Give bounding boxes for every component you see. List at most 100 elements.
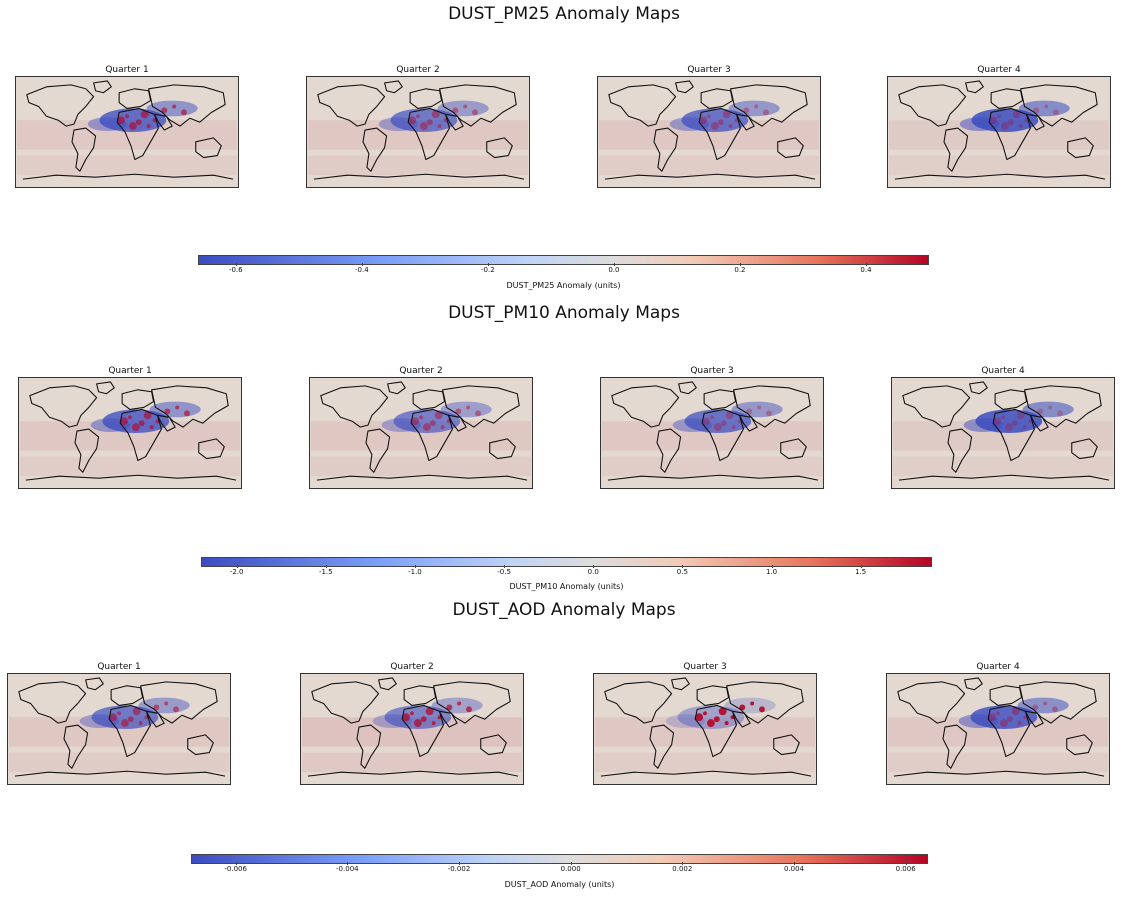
colorbar-tick-label: -0.004 bbox=[327, 862, 367, 874]
coastline bbox=[733, 385, 811, 428]
positive-anomaly-spot bbox=[175, 405, 180, 410]
ocean-anomaly-band bbox=[595, 717, 815, 747]
coastline bbox=[604, 173, 816, 180]
world-anomaly-map bbox=[593, 673, 817, 785]
coastline bbox=[1020, 84, 1098, 127]
coastline bbox=[656, 428, 682, 473]
positive-anomaly-spot bbox=[739, 704, 746, 711]
positive-anomaly-spot bbox=[181, 109, 187, 116]
coastline bbox=[777, 137, 804, 159]
positive-anomaly-spot bbox=[161, 107, 168, 114]
coastline bbox=[433, 681, 511, 724]
map-panel: Quarter 3 bbox=[593, 662, 817, 785]
world-anomaly-map bbox=[7, 673, 231, 785]
map-panel: Quarter 1 bbox=[18, 366, 242, 489]
map-background bbox=[889, 77, 1109, 187]
world-anomaly-map bbox=[600, 377, 824, 489]
coastline bbox=[1024, 710, 1044, 728]
positive-anomaly-spot bbox=[759, 706, 765, 713]
coastline bbox=[1019, 681, 1097, 724]
positive-anomaly-spot bbox=[1018, 124, 1023, 129]
map-panel: Quarter 3 bbox=[597, 65, 821, 188]
map-panel: Quarter 1 bbox=[15, 65, 239, 188]
map-background bbox=[17, 77, 237, 187]
positive-anomaly-spot bbox=[713, 423, 722, 432]
world-anomaly-map bbox=[597, 76, 821, 188]
map-background bbox=[308, 77, 528, 187]
positive-anomaly-spot bbox=[766, 410, 772, 417]
coastline bbox=[74, 428, 100, 473]
positive-anomaly-spot bbox=[695, 713, 704, 722]
world-anomaly-map bbox=[300, 673, 524, 785]
panel-title: Quarter 1 bbox=[108, 366, 152, 376]
chart-title-pm10: DUST_PM10 Anomaly Maps bbox=[448, 303, 680, 323]
coastline bbox=[378, 677, 397, 691]
positive-anomaly-spot bbox=[440, 425, 445, 430]
positive-anomaly-spot bbox=[1016, 411, 1025, 420]
positive-anomaly-spot bbox=[173, 706, 179, 713]
positive-anomaly-spot bbox=[164, 701, 169, 706]
positive-anomaly-spot bbox=[463, 104, 468, 109]
negative-anomaly-region bbox=[728, 100, 780, 117]
positive-anomaly-spot bbox=[140, 110, 149, 119]
coastline bbox=[63, 724, 89, 769]
ocean-anomaly-band bbox=[302, 752, 522, 773]
coastline bbox=[965, 80, 984, 94]
positive-anomaly-spot bbox=[425, 707, 434, 716]
map-panel: Quarter 2 bbox=[309, 366, 533, 489]
positive-anomaly-spot bbox=[1043, 701, 1048, 706]
colorbar-tick-label: 1.5 bbox=[841, 565, 881, 577]
colorbar-tick-label: 0.002 bbox=[662, 862, 702, 874]
ocean-anomaly-band bbox=[893, 456, 1113, 477]
coastline bbox=[387, 381, 406, 395]
positive-anomaly-spot bbox=[1000, 122, 1009, 131]
map-background bbox=[302, 674, 522, 784]
colorbar-tick-label: 0.004 bbox=[774, 862, 814, 874]
coastline bbox=[608, 84, 677, 127]
negative-anomaly-region bbox=[1018, 100, 1070, 117]
positive-anomaly-spot bbox=[707, 114, 711, 119]
ocean-anomaly-band bbox=[889, 155, 1109, 176]
coastline bbox=[403, 685, 437, 706]
positive-anomaly-spot bbox=[143, 411, 152, 420]
coastline bbox=[108, 704, 151, 758]
colorbar-gradient bbox=[191, 854, 928, 864]
panel-title: Quarter 3 bbox=[687, 65, 731, 75]
coastline bbox=[649, 724, 675, 769]
coastline bbox=[410, 408, 453, 462]
coastline bbox=[93, 80, 112, 94]
coastline bbox=[726, 681, 804, 724]
coastline bbox=[18, 681, 87, 724]
coastline bbox=[943, 127, 969, 172]
coastline bbox=[25, 474, 237, 481]
coastline bbox=[313, 173, 525, 180]
coastline bbox=[438, 710, 458, 728]
coastline bbox=[700, 88, 734, 109]
coastline bbox=[412, 389, 446, 410]
positive-anomaly-spot bbox=[728, 124, 733, 129]
coastline bbox=[1029, 414, 1049, 432]
positive-anomaly-spot bbox=[1012, 110, 1021, 119]
panel-title: Quarter 3 bbox=[690, 366, 734, 376]
positive-anomaly-spot bbox=[416, 114, 420, 119]
positive-anomaly-spot bbox=[411, 417, 420, 426]
positive-anomaly-spot bbox=[754, 104, 759, 109]
coastline bbox=[311, 681, 380, 724]
negative-anomaly-region bbox=[1022, 401, 1074, 418]
map-background bbox=[599, 77, 819, 187]
positive-anomaly-spot bbox=[437, 124, 442, 129]
coastline bbox=[356, 724, 382, 769]
positive-anomaly-spot bbox=[1007, 119, 1014, 126]
coastline bbox=[989, 685, 1023, 706]
colorbar-tick-label: -0.6 bbox=[216, 263, 256, 275]
positive-anomaly-spot bbox=[717, 119, 724, 126]
coastline bbox=[187, 734, 214, 756]
coastline bbox=[780, 438, 807, 460]
coastline bbox=[121, 389, 155, 410]
map-panel: Quarter 2 bbox=[300, 662, 524, 785]
negative-anomaly-region bbox=[390, 108, 458, 132]
panel-title: Quarter 2 bbox=[390, 662, 434, 672]
coastline bbox=[444, 113, 464, 131]
ocean-anomaly-band bbox=[9, 752, 229, 773]
coastline bbox=[611, 385, 680, 428]
